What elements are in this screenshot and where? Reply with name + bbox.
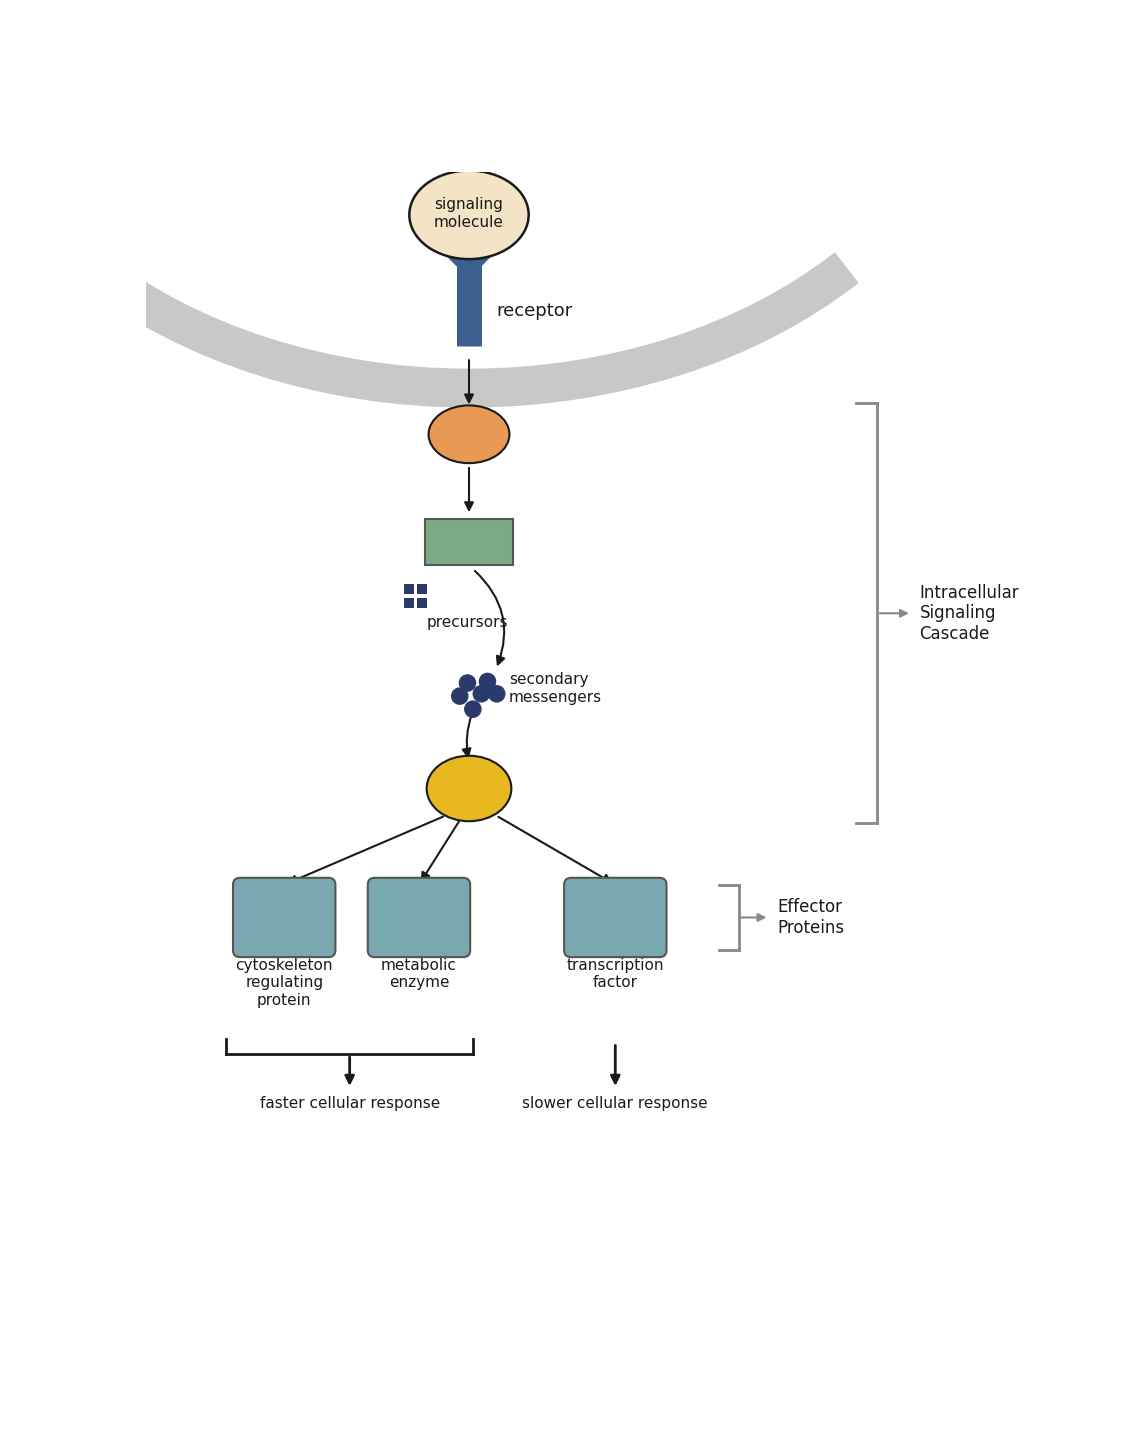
Text: cytoskeleton
regulating
protein: cytoskeleton regulating protein [235,957,333,1007]
Ellipse shape [409,170,529,259]
Text: slower cellular response: slower cellular response [523,1096,708,1112]
Text: Effector
Proteins: Effector Proteins [777,899,844,937]
Circle shape [465,701,481,717]
Text: transcription
factor: transcription factor [566,957,664,990]
Circle shape [473,685,490,701]
Text: faster cellular response: faster cellular response [259,1096,440,1112]
Text: precursors: precursors [427,615,508,630]
Circle shape [489,685,505,701]
Ellipse shape [428,405,509,464]
FancyBboxPatch shape [403,584,413,594]
Circle shape [480,674,496,690]
FancyBboxPatch shape [368,877,471,957]
FancyBboxPatch shape [425,519,513,565]
Text: receptor: receptor [496,302,572,321]
FancyBboxPatch shape [417,584,427,594]
FancyBboxPatch shape [233,877,336,957]
FancyBboxPatch shape [417,598,427,608]
Text: signaling
molecule: signaling molecule [434,197,504,229]
Text: Intracellular
Signaling
Cascade: Intracellular Signaling Cascade [919,584,1019,643]
FancyBboxPatch shape [403,598,413,608]
Circle shape [459,675,475,691]
Circle shape [452,688,468,704]
Text: secondary
messengers: secondary messengers [509,673,602,704]
Ellipse shape [427,756,512,821]
FancyBboxPatch shape [564,877,667,957]
Text: metabolic
enzyme: metabolic enzyme [381,957,457,990]
